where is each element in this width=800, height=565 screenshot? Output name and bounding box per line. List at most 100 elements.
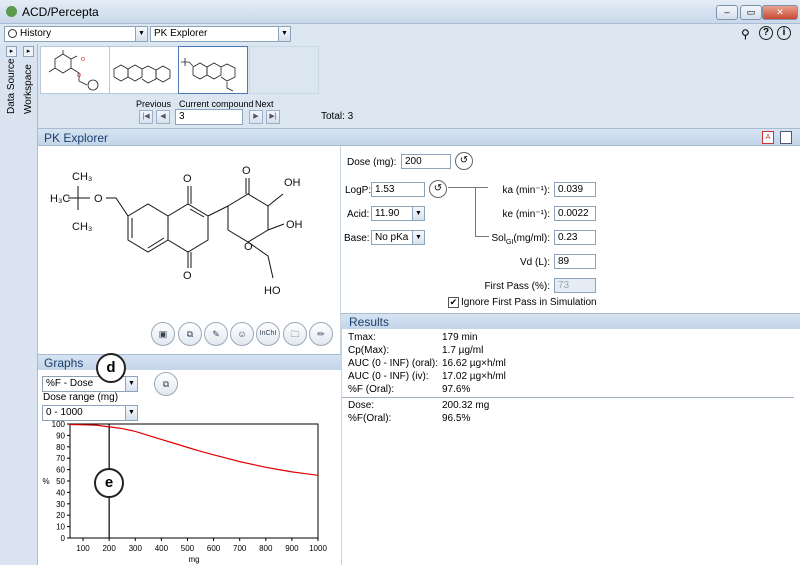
dose-input[interactable]: 200 [401,154,451,169]
next-label: Next [255,99,274,109]
reset-logp-icon[interactable]: ↺ [429,180,447,198]
svg-text:O: O [94,193,103,205]
copy-icon[interactable] [780,131,792,144]
svg-text:O: O [81,57,85,63]
callout-d: d [96,353,126,383]
history-dropdown[interactable]: History ▼ [4,26,148,42]
chevron-down-icon[interactable]: ▼ [125,406,137,420]
window-title: ACD/Percepta [22,5,99,19]
next-button[interactable]: ▶ [249,110,263,124]
graphs-title: Graphs [44,356,84,370]
chevron-down-icon[interactable]: ▼ [125,377,137,391]
help-icon[interactable]: ? [759,26,773,40]
ke-input[interactable]: 0.0022 [554,206,596,221]
logp-input[interactable]: 1.53 [371,182,425,197]
sol-label: SolGI(mg/ml): [480,233,550,246]
svg-text:HO: HO [264,285,281,297]
info-icon[interactable]: i [777,26,791,40]
sol-label-text: Sol [491,233,506,244]
first-button[interactable]: |◀ [139,110,153,124]
minimize-button[interactable]: ‒ [716,5,738,20]
toolbar: History ▼ PK Explorer ▼ ⚲ ? i [0,24,800,44]
workspace-label: Workspace [23,64,34,114]
x-tick-label: 700 [233,544,247,553]
vd-input[interactable]: 89 [554,254,596,269]
result-value: 96.5% [442,413,471,424]
svg-text:O: O [242,165,251,177]
expand-icon[interactable]: ▸ [6,46,17,57]
svg-text:O: O [183,173,192,185]
expand-icon[interactable]: ▸ [23,46,34,57]
x-tick-label: 200 [102,544,116,553]
image-button[interactable]: ▣ [151,322,175,346]
edit-structure-button[interactable]: ✎ [204,322,228,346]
y-tick-label: 20 [56,511,65,520]
graph-type-dropdown[interactable]: %F - Dose ▼ [42,376,138,392]
ignore-first-pass-checkbox[interactable]: ✔ [448,297,459,308]
y-tick-label: 80 [56,443,65,452]
y-axis-label: % [42,477,49,486]
result-value: 16.62 µg×h/ml [442,358,506,369]
chevron-down-icon[interactable]: ▼ [135,27,147,41]
smiley-button[interactable]: ☺ [230,322,254,346]
open-folder-button[interactable]: 🗀 [283,322,307,346]
x-tick-label: 1000 [309,544,327,553]
x-axis-label: mg [188,555,199,564]
result-key: AUC (0 - INF) (oral): [348,358,438,369]
ka-label: ka (min⁻¹): [502,185,551,196]
vd-label: Vd (L): [519,257,550,268]
result-value: 1.7 µg/ml [442,345,484,356]
reset-dose-icon[interactable]: ↺ [455,152,473,170]
result-value: 200.32 mg [442,400,490,411]
compound-thumbnail-selected[interactable] [178,46,248,94]
base-value: No pKa [375,232,409,243]
close-button[interactable]: ✕ [762,5,798,20]
compound-thumbnail[interactable] [109,46,179,94]
previous-button[interactable]: ◀ [156,110,170,124]
acid-label: Acid: [347,209,370,220]
data-source-label: Data Source [6,58,17,114]
last-button[interactable]: ▶| [266,110,280,124]
result-key: Cp(Max): [348,345,390,356]
result-value: 97.6% [442,384,471,395]
y-tick-label: 30 [56,500,65,509]
copy-graph-button[interactable]: ⧉ [154,372,178,396]
svg-text:H₃C: H₃C [50,193,70,205]
title-bar: ACD/Percepta ‒ ▭ ✕ [0,0,800,24]
network-icon[interactable]: ⚲ [741,27,750,41]
sol-input[interactable]: 0.23 [554,230,596,245]
result-value: 17.02 µg×h/ml [442,371,506,382]
current-compound-input[interactable]: 3 [175,109,243,125]
ka-input[interactable]: 0.039 [554,182,596,197]
result-key: AUC (0 - INF) (iv): [348,371,429,382]
copy-image-button[interactable]: ⧉ [178,322,202,346]
inchi-button[interactable]: InChI [256,322,280,346]
tab-data-source[interactable]: ▸ Data Source [4,46,20,116]
svg-text:CH₃: CH₃ [72,221,92,233]
y-tick-label: 90 [56,431,65,440]
acid-dropdown[interactable]: 11.90 ▼ [371,206,425,221]
logp-label: LogP: [345,185,372,196]
y-tick-label: 60 [56,466,65,475]
result-key: Dose: [348,400,375,411]
x-tick-label: 400 [155,544,169,553]
current-compound-label: Current compound [179,99,254,109]
base-label: Base: [344,233,370,244]
chevron-down-icon[interactable]: ▼ [412,231,424,244]
base-dropdown[interactable]: No pKa ▼ [371,230,425,245]
module-dropdown[interactable]: PK Explorer ▼ [150,26,291,42]
dose-range-dropdown[interactable]: 0 - 1000 ▼ [42,405,138,421]
panel-title: PK Explorer [44,131,109,145]
first-pass-input[interactable]: 73 [554,278,596,293]
chevron-down-icon[interactable]: ▼ [412,207,424,220]
tab-workspace[interactable]: ▸ Workspace [21,46,37,116]
results-title: Results [349,315,390,329]
results-vertical-divider [341,329,342,565]
x-tick-label: 500 [181,544,195,553]
maximize-button[interactable]: ▭ [740,5,762,20]
chevron-down-icon[interactable]: ▼ [278,27,290,41]
pdf-icon[interactable]: A [762,131,774,144]
pencil-button[interactable]: ✏ [309,322,333,346]
